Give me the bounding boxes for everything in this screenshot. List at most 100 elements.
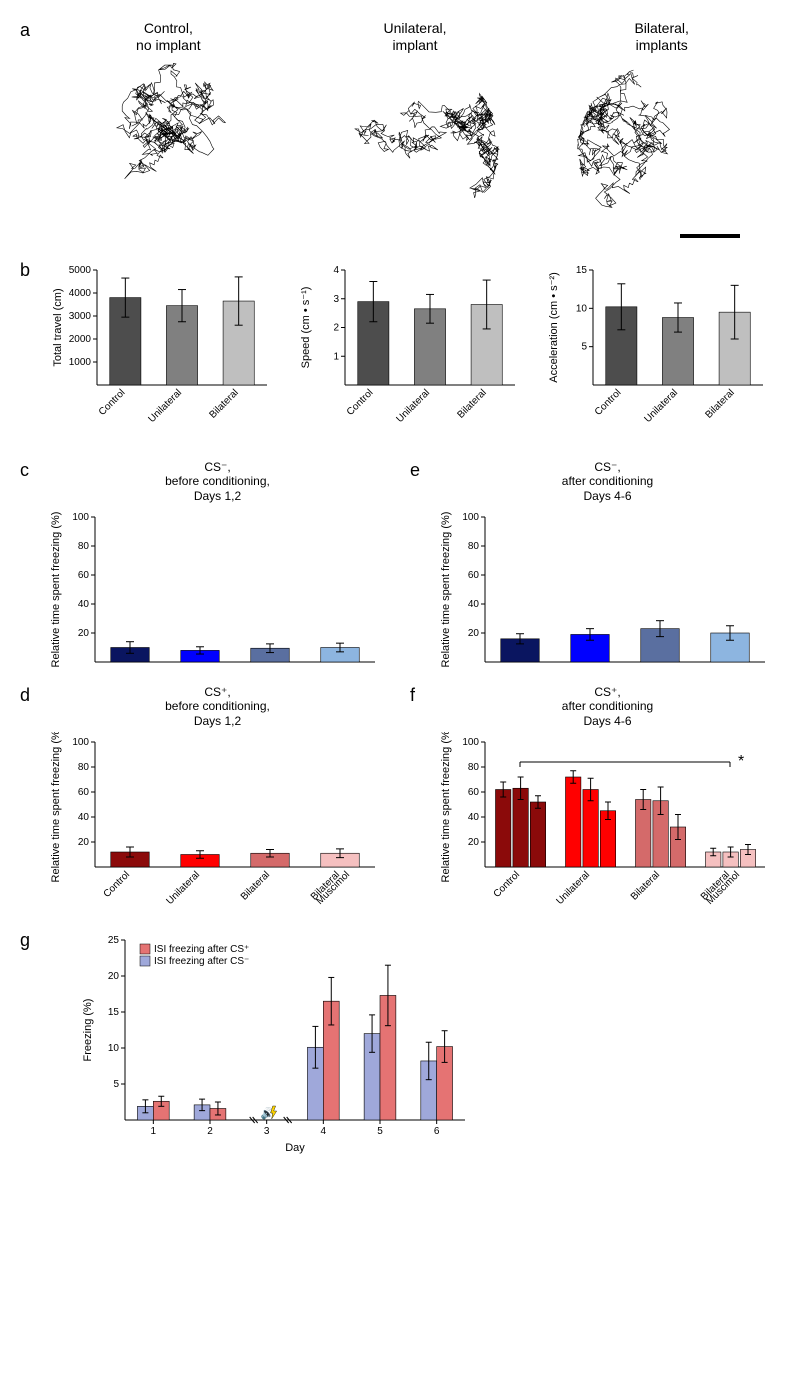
svg-text:Bilateral: Bilateral (207, 387, 240, 420)
svg-text:2: 2 (333, 323, 339, 334)
svg-text:60: 60 (468, 787, 480, 798)
svg-text:Relative time spent freezing: Relative time spent freezing (%) (50, 732, 62, 882)
svg-text:Control: Control (97, 387, 128, 418)
svg-text:20: 20 (108, 971, 120, 982)
svg-text:5: 5 (113, 1079, 119, 1090)
svg-text:Speed (cm • s⁻¹): Speed (cm • s⁻¹) (300, 287, 312, 369)
chart-speed: 1 2 3 4 Speed (cm • s⁻¹) Control Unilateral Bil… (295, 260, 525, 445)
chart-cs-plus-before: CS⁺,before conditioning,Days 1,2 20 40 60 8… (45, 685, 390, 922)
chart-title: CS⁺,after conditioningDays 4-6 (435, 685, 780, 728)
svg-text:3: 3 (333, 294, 339, 305)
svg-text:40: 40 (468, 599, 480, 610)
svg-text:40: 40 (468, 812, 480, 823)
trajectory-control: Control,no implant (50, 20, 287, 243)
svg-text:100: 100 (72, 737, 89, 748)
panel-d-label: d (20, 685, 30, 706)
svg-text:Relative time spent freezing: Relative time spent freezing (%) (440, 732, 452, 882)
chart-cs-minus-before: CS⁻,before conditioning,Days 1,2 2040608… (45, 460, 390, 672)
svg-text:40: 40 (78, 812, 90, 823)
svg-text:15: 15 (576, 265, 588, 276)
svg-text:Bilateral: Bilateral (239, 870, 272, 903)
svg-text:2000: 2000 (68, 334, 91, 345)
chart-title: CS⁻,before conditioning,Days 1,2 (45, 460, 390, 503)
svg-text:4: 4 (333, 265, 339, 276)
svg-text:*: * (738, 753, 744, 770)
svg-text:80: 80 (468, 762, 480, 773)
svg-text:1000: 1000 (68, 357, 91, 368)
scale-bar (680, 234, 740, 238)
traj-title: Unilateral,implant (297, 20, 534, 54)
svg-text:20: 20 (78, 628, 90, 639)
svg-text:Relative time spent freezing: Relative time spent freezing (%) (440, 512, 452, 668)
svg-text:Acceleration (cm • s⁻²): Acceleration (cm • s⁻²) (548, 272, 560, 383)
svg-text:+: + (266, 1112, 270, 1119)
chart-isi-freezing: 510152025Freezing (%)123🔊+456DayISI free… (75, 930, 780, 1155)
trajectory-plot (315, 58, 515, 238)
svg-text:10: 10 (108, 1043, 120, 1054)
panel-g-label: g (20, 930, 30, 951)
panel-b: 1000 2000 3000 4000 5000 Total travel (cm) Con… (40, 260, 780, 445)
svg-text:Freezing (%): Freezing (%) (82, 999, 94, 1062)
svg-text:Unilateral: Unilateral (554, 870, 592, 908)
svg-text:20: 20 (78, 837, 90, 848)
traj-title: Bilateral,implants (543, 20, 780, 54)
svg-text:Total travel (cm): Total travel (cm) (52, 288, 64, 366)
trajectory-bilateral: Bilateral,implants (543, 20, 780, 243)
panel-c-label: c (20, 460, 29, 481)
chart-acceleration: 5 10 15 Acceleration (cm • s⁻²) Control Unila… (543, 260, 773, 445)
svg-text:25: 25 (108, 935, 120, 946)
svg-text:Relative time spent freezing: Relative time spent freezing (%) (50, 512, 62, 668)
svg-text:Bilateral: Bilateral (455, 387, 488, 420)
svg-text:4000: 4000 (68, 288, 91, 299)
panel-e-label: e (410, 460, 420, 481)
svg-text:10: 10 (576, 303, 588, 314)
svg-text:1: 1 (333, 351, 339, 362)
figure: a Control,no implant Unilateral,implant … (20, 20, 780, 1160)
svg-text:ISI freezing after CS⁻: ISI freezing after CS⁻ (154, 956, 249, 967)
svg-text:80: 80 (78, 762, 90, 773)
panel-f-label: f (410, 685, 415, 706)
trajectory-plot (562, 58, 762, 238)
trajectory-unilateral: Unilateral,implant (297, 20, 534, 243)
svg-text:80: 80 (468, 541, 480, 552)
svg-text:100: 100 (462, 737, 479, 748)
svg-text:Day: Day (285, 1142, 305, 1154)
svg-text:100: 100 (462, 512, 479, 523)
svg-text:20: 20 (468, 837, 480, 848)
svg-text:4: 4 (321, 1126, 327, 1137)
panel-a: Control,no implant Unilateral,implant Bi… (50, 20, 780, 243)
svg-text:20: 20 (468, 628, 480, 639)
svg-text:2: 2 (207, 1126, 213, 1137)
svg-text:Control: Control (593, 387, 624, 418)
svg-text:80: 80 (78, 541, 90, 552)
svg-text:Bilateral: Bilateral (629, 870, 662, 903)
chart-title: CS⁻,after conditioningDays 4-6 (435, 460, 780, 503)
panel-b-label: b (20, 260, 30, 281)
svg-text:Unilateral: Unilateral (643, 387, 681, 425)
svg-text:5000: 5000 (68, 265, 91, 276)
svg-text:ISI freezing after CS⁺: ISI freezing after CS⁺ (154, 944, 249, 955)
svg-text:Control: Control (345, 387, 376, 418)
svg-text:5: 5 (582, 342, 588, 353)
trajectory-plot (68, 58, 268, 238)
chart-total-travel: 1000 2000 3000 4000 5000 Total travel (cm) Con… (47, 260, 277, 445)
panel-a-label: a (20, 20, 30, 41)
svg-text:3000: 3000 (68, 311, 91, 322)
svg-text:Control: Control (102, 870, 133, 901)
svg-text:Bilateral: Bilateral (704, 387, 737, 420)
chart-cs-minus-after: CS⁻,after conditioningDays 4-6 20 40 60 80 1… (435, 460, 780, 672)
svg-text:15: 15 (108, 1007, 120, 1018)
svg-text:60: 60 (78, 787, 90, 798)
svg-text:Unilateral: Unilateral (394, 387, 432, 425)
svg-text:Unilateral: Unilateral (164, 870, 202, 908)
svg-text:6: 6 (434, 1126, 440, 1137)
chart-title: CS⁺,before conditioning,Days 1,2 (45, 685, 390, 728)
svg-text:3: 3 (264, 1126, 270, 1137)
svg-text:1: 1 (151, 1126, 157, 1137)
svg-text:5: 5 (377, 1126, 383, 1137)
svg-text:40: 40 (78, 599, 90, 610)
svg-text:60: 60 (468, 570, 480, 581)
chart-cs-plus-after: CS⁺,after conditioningDays 4-6 20 40 60 80 1… (435, 685, 780, 922)
traj-title: Control,no implant (50, 20, 287, 54)
svg-text:100: 100 (72, 512, 89, 523)
